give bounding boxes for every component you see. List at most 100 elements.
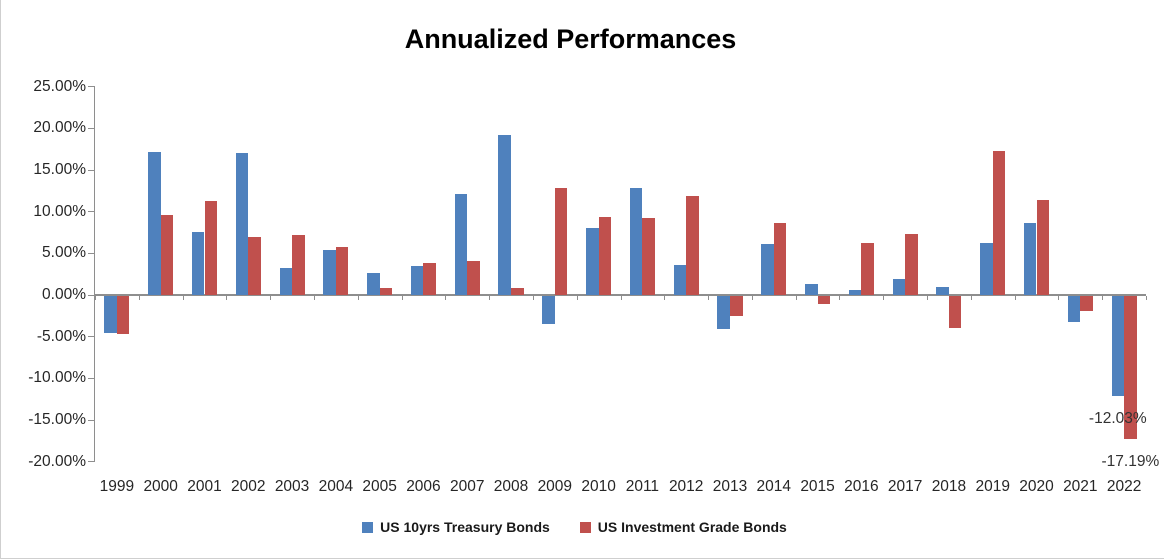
x-axis-label: 2016	[844, 478, 879, 495]
x-axis-tick	[270, 296, 272, 300]
x-axis-tick	[1014, 296, 1016, 300]
x-axis-tick	[927, 296, 929, 300]
legend-swatch-icon	[579, 521, 591, 533]
x-axis-tick	[708, 296, 710, 300]
bar-us-investment-grade-bonds-2018	[948, 296, 962, 328]
bar-us-investment-grade-bonds-2009	[554, 188, 568, 295]
data-label: -17.19%	[1101, 453, 1160, 471]
x-axis-label: 2011	[625, 478, 660, 495]
x-axis-label: 2003	[274, 478, 310, 495]
x-axis-tick	[1058, 296, 1060, 300]
y-axis-label: -10.00%	[28, 369, 86, 387]
y-axis-tick	[88, 86, 95, 88]
y-axis-tick	[88, 377, 95, 379]
bar-us-investment-grade-bonds-2020	[1036, 200, 1050, 295]
bar-us-10yrs-treasury-bonds-2013	[717, 296, 730, 329]
x-axis-tick	[445, 296, 447, 300]
bar-us-10yrs-treasury-bonds-2017	[892, 279, 906, 295]
y-axis-label: 20.00%	[33, 119, 86, 137]
bar-us-investment-grade-bonds-2016	[861, 242, 874, 295]
x-axis-label: 2002	[231, 478, 266, 495]
x-axis-label: 2019	[975, 478, 1010, 495]
bar-us-investment-grade-bonds-2017	[905, 234, 918, 295]
x-axis-tick	[95, 296, 96, 300]
x-axis-label: 2009	[537, 478, 573, 495]
chart-title: Annualized Performances	[404, 24, 737, 54]
x-axis-label: 2017	[887, 478, 923, 495]
y-axis-label: 15.00%	[33, 161, 86, 178]
x-axis-tick	[839, 296, 841, 300]
bar-us-10yrs-treasury-bonds-2020	[1023, 223, 1037, 295]
x-axis-label: 2006	[406, 478, 441, 495]
x-axis-label: 2013	[712, 478, 748, 495]
y-axis-label: 10.00%	[33, 202, 86, 220]
y-axis-tick	[88, 461, 95, 463]
bar-us-investment-grade-bonds-2007	[467, 260, 480, 295]
bar-us-10yrs-treasury-bonds-2014	[761, 244, 774, 295]
y-axis-label: 5.00%	[42, 244, 86, 262]
x-axis-label: 2012	[668, 478, 704, 495]
legend: US 10yrs Treasury Bonds US Investment Gra…	[1, 519, 1164, 535]
x-axis-tick	[883, 296, 885, 300]
bar-us-investment-grade-bonds-2013	[730, 296, 743, 316]
bar-us-investment-grade-bonds-2022	[1124, 296, 1137, 440]
bar-us-10yrs-treasury-bonds-2004	[323, 250, 336, 295]
legend-label: US Investment Grade Bonds	[597, 519, 787, 535]
x-axis-tick	[1102, 296, 1104, 300]
y-axis-line	[94, 86, 95, 462]
legend-swatch-icon	[362, 521, 374, 533]
bar-us-investment-grade-bonds-2004	[335, 246, 349, 295]
bar-us-10yrs-treasury-bonds-2012	[673, 265, 687, 295]
bar-us-10yrs-treasury-bonds-2000	[148, 151, 161, 295]
x-axis-tick	[751, 296, 753, 300]
x-axis-label: 2022	[1106, 478, 1142, 495]
y-axis-label: -20.00%	[28, 452, 86, 470]
y-axis-tick	[88, 294, 95, 296]
y-axis-tick	[88, 252, 95, 254]
legend-item-us-10yrs-treasury-bonds: US 10yrs Treasury Bonds	[362, 519, 550, 535]
x-axis-tick	[226, 296, 228, 300]
x-axis-tick	[401, 296, 403, 300]
legend-item-us-investment-grade-bonds: US Investment Grade Bonds	[579, 519, 787, 535]
y-axis-tick	[88, 336, 95, 338]
bar-us-investment-grade-bonds-2005	[379, 288, 393, 295]
data-label: -12.03%	[1088, 410, 1147, 428]
bar-us-10yrs-treasury-bonds-2018	[936, 286, 949, 295]
bar-us-investment-grade-bonds-2001	[204, 200, 218, 295]
x-axis-tick	[664, 296, 666, 300]
x-axis-label: 2008	[493, 478, 529, 495]
bar-us-investment-grade-bonds-2011	[642, 218, 655, 295]
x-axis-tick	[532, 296, 534, 300]
x-axis-label: 2005	[362, 478, 397, 495]
y-axis-label: -15.00%	[28, 411, 86, 428]
bar-us-10yrs-treasury-bonds-2002	[235, 152, 249, 295]
bar-us-investment-grade-bonds-2003	[292, 235, 305, 295]
y-axis-label: 0.00%	[42, 286, 86, 303]
bar-us-investment-grade-bonds-2014	[773, 223, 787, 295]
x-axis-tick	[313, 296, 315, 300]
x-axis-line	[95, 294, 1146, 296]
bar-us-investment-grade-bonds-2008	[511, 287, 524, 295]
bar-us-10yrs-treasury-bonds-2009	[542, 296, 555, 325]
bar-us-10yrs-treasury-bonds-1999	[104, 296, 117, 333]
x-axis-label: 2021	[1063, 478, 1098, 495]
x-axis-label: 2018	[931, 478, 967, 495]
x-axis-label: 2007	[449, 478, 485, 495]
bar-us-investment-grade-bonds-2000	[160, 215, 174, 295]
y-axis-tick	[88, 169, 95, 171]
bar-us-10yrs-treasury-bonds-2005	[367, 272, 380, 295]
bar-us-10yrs-treasury-bonds-2006	[410, 265, 424, 295]
x-axis-label: 2020	[1019, 478, 1054, 495]
legend-label: US 10yrs Treasury Bonds	[380, 519, 550, 535]
bar-us-10yrs-treasury-bonds-2021	[1067, 296, 1081, 322]
x-axis-label: 1999	[99, 478, 135, 495]
x-axis-label: 2014	[756, 478, 791, 495]
bar-us-investment-grade-bonds-2015	[817, 296, 831, 304]
x-axis-tick	[138, 296, 140, 300]
bar-us-10yrs-treasury-bonds-2007	[454, 194, 468, 295]
y-axis-label: 25.00%	[33, 77, 86, 95]
bar-us-10yrs-treasury-bonds-2019	[980, 242, 993, 295]
x-axis-tick	[795, 296, 797, 300]
